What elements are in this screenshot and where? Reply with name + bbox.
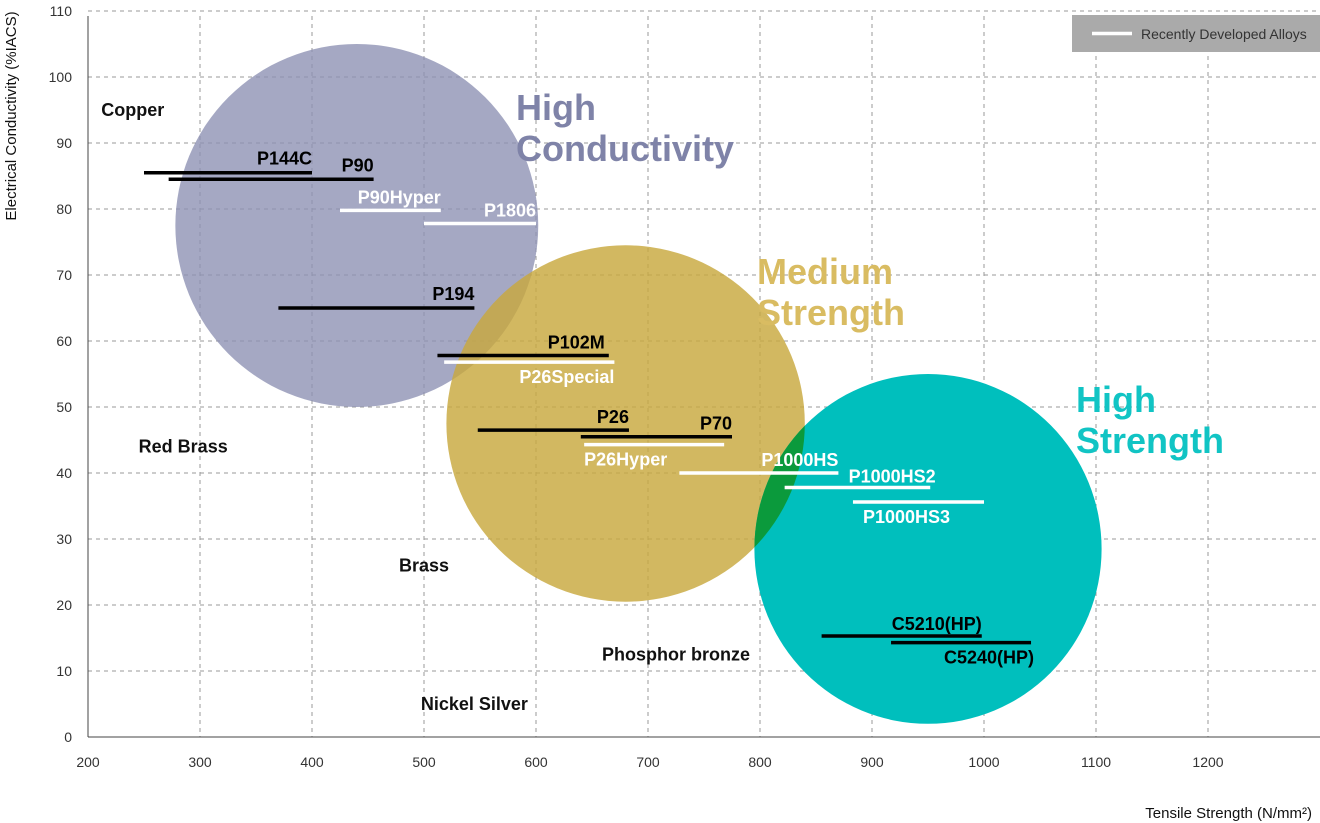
x-tick-label: 700	[636, 754, 660, 770]
alloy-label: C5210(HP)	[892, 614, 982, 634]
x-tick-label: 900	[860, 754, 884, 770]
material-label: Red Brass	[139, 437, 228, 457]
alloy-label: P144C	[257, 149, 312, 169]
material-label: Copper	[101, 100, 164, 120]
region-circle	[446, 245, 805, 602]
alloy-label: P1000HS3	[863, 507, 950, 527]
y-tick-label: 100	[49, 69, 73, 85]
region-labels: HighConductivityMediumStrengthHighStreng…	[516, 87, 1224, 461]
x-tick-label: 300	[188, 754, 212, 770]
x-tick-label: 800	[748, 754, 772, 770]
x-tick-label: 500	[412, 754, 436, 770]
alloy-label: P70	[700, 414, 732, 434]
x-tick-label: 1200	[1192, 754, 1223, 770]
material-label: Brass	[399, 555, 449, 575]
y-tick-label: 0	[64, 729, 72, 745]
alloy-label: P194	[432, 284, 474, 304]
region-label: High	[1076, 379, 1156, 420]
x-tick-label: 1100	[1081, 754, 1111, 770]
region-label: Medium	[757, 251, 893, 292]
y-tick-label: 110	[50, 3, 73, 19]
region-circle	[754, 374, 1102, 724]
y-tick-label: 10	[56, 663, 72, 679]
region-label: Strength	[1076, 420, 1224, 461]
legend: Recently Developed Alloys	[1072, 15, 1320, 52]
alloy-label: P26Hyper	[584, 450, 667, 470]
x-tick-label: 1000	[968, 754, 999, 770]
material-label: Nickel Silver	[421, 694, 528, 714]
y-tick-label: 40	[56, 465, 72, 481]
y-tick-label: 30	[56, 531, 72, 547]
x-axis-title: Tensile Strength (N/mm²)	[1145, 805, 1312, 822]
tick-labels: 200 300 400 500 600 700 800 900 1000 1100 1200 0 10 2…	[49, 3, 1224, 770]
alloy-label: C5240(HP)	[944, 648, 1034, 668]
x-tick-label: 200	[76, 754, 100, 770]
y-tick-label: 20	[56, 597, 72, 613]
y-axis-title: Electrical Conductivity (%IACS)	[3, 11, 20, 220]
region-circle	[175, 44, 539, 407]
y-tick-label: 80	[56, 201, 72, 217]
alloy-label: P26Special	[519, 367, 614, 387]
y-tick-label: 60	[56, 333, 72, 349]
axes	[87, 16, 1320, 738]
alloy-label: P1806	[484, 201, 536, 221]
alloy-label: P102M	[548, 333, 605, 353]
alloy-label: P90Hyper	[358, 187, 441, 207]
region-label: High	[516, 87, 596, 128]
material-labels: Copper Red Brass Brass Phosphor bronze Nicke…	[101, 100, 750, 714]
alloy-bars: P144C P90 P90Hyper P1806 P194 P102M P26Special…	[144, 149, 1034, 668]
material-label: Phosphor bronze	[602, 645, 750, 665]
x-tick-label: 600	[524, 754, 548, 770]
y-tick-label: 70	[56, 267, 72, 283]
alloy-label: P1000HS2	[849, 467, 936, 487]
legend-entry: Recently Developed Alloys	[1141, 26, 1307, 42]
y-tick-label: 90	[56, 135, 72, 151]
y-tick-label: 50	[56, 399, 72, 415]
region-label: Strength	[757, 292, 905, 333]
alloy-label: P1000HS	[761, 450, 838, 470]
alloy-label: P90	[342, 155, 374, 175]
x-tick-label: 400	[300, 754, 324, 770]
alloy-label: P26	[597, 407, 629, 427]
region-label: Conductivity	[516, 128, 734, 169]
